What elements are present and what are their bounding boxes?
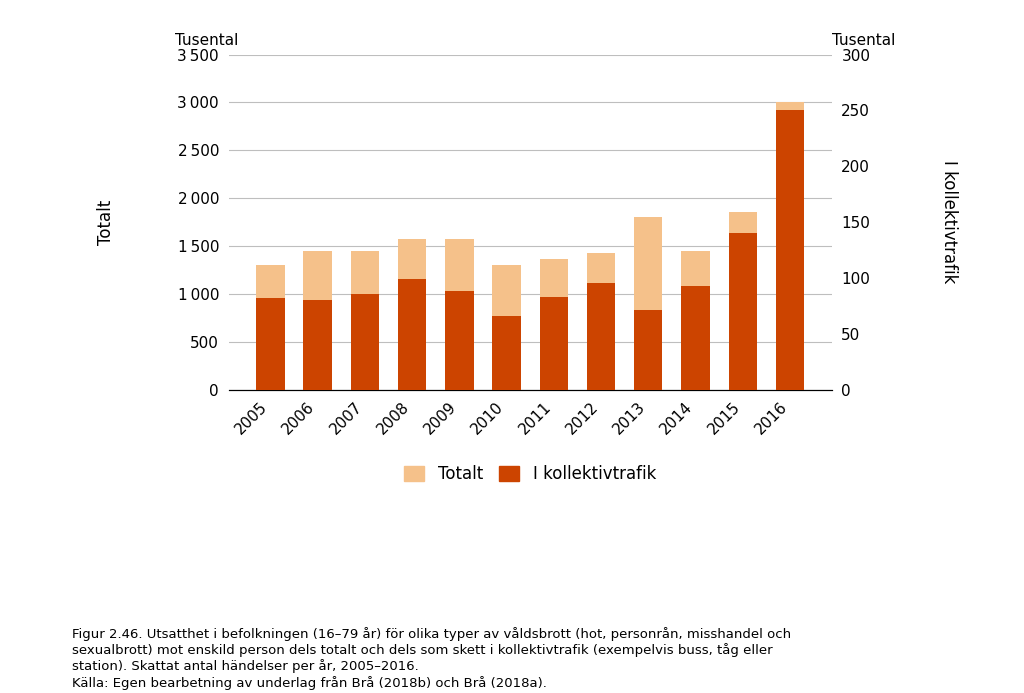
- Bar: [398, 279, 426, 390]
- Bar: [303, 251, 332, 390]
- Bar: [398, 239, 426, 390]
- Text: Tusental: Tusental: [174, 33, 238, 48]
- Bar: [729, 211, 757, 390]
- Bar: [681, 286, 710, 390]
- Bar: [256, 265, 285, 390]
- Bar: [587, 253, 615, 390]
- Bar: [587, 283, 615, 390]
- Bar: [681, 251, 710, 390]
- Bar: [350, 294, 379, 390]
- Text: Figur 2.46. Utsatthet i befolkningen (16–79 år) för olika typer av våldsbrott (h: Figur 2.46. Utsatthet i befolkningen (16…: [72, 627, 791, 690]
- Bar: [634, 218, 663, 390]
- Y-axis label: I kollektivtrafik: I kollektivtrafik: [940, 161, 957, 284]
- Bar: [634, 310, 663, 390]
- Bar: [776, 103, 804, 390]
- Text: Tusental: Tusental: [831, 33, 895, 48]
- Bar: [540, 297, 568, 390]
- Bar: [445, 292, 473, 390]
- Bar: [729, 234, 757, 390]
- Bar: [350, 251, 379, 390]
- Bar: [256, 298, 285, 390]
- Bar: [493, 265, 521, 390]
- Y-axis label: Totalt: Totalt: [97, 200, 115, 245]
- Legend: Totalt, I kollektivtrafik: Totalt, I kollektivtrafik: [397, 459, 663, 490]
- Bar: [493, 316, 521, 390]
- Bar: [445, 239, 473, 390]
- Bar: [303, 300, 332, 390]
- Bar: [776, 110, 804, 390]
- Bar: [540, 258, 568, 390]
